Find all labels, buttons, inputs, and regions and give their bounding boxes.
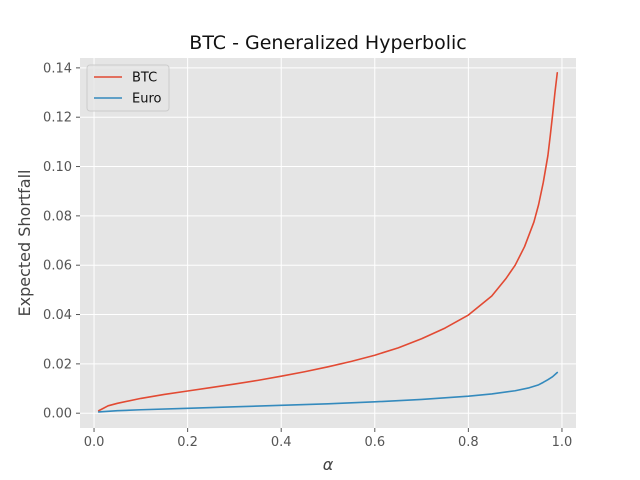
x-tick-label: 0.6 [364, 435, 385, 450]
x-axis-label: α [323, 455, 334, 474]
y-tick-label: 0.08 [43, 209, 72, 224]
y-tick-label: 0.12 [43, 111, 72, 126]
y-tick-label: 0.00 [43, 407, 72, 422]
y-axis-label: Expected Shortfall [15, 170, 34, 317]
y-axis-ticks: 0.00 0.02 0.04 0.06 0.08 0.10 0.12 0.14 [43, 61, 80, 422]
x-tick-label: 0.8 [458, 435, 479, 450]
y-tick-label: 0.10 [43, 160, 72, 175]
series-lines [97, 72, 559, 413]
y-tick-label: 0.04 [43, 308, 72, 323]
x-tick-label: 0.4 [271, 435, 292, 450]
y-tick-label: 0.06 [43, 259, 72, 274]
y-tick-label: 0.14 [43, 61, 72, 76]
plot-background [80, 58, 576, 428]
x-axis-ticks: 0.0 0.2 0.4 0.6 0.8 1.0 [84, 428, 573, 450]
legend-label-euro: Euro [132, 92, 162, 107]
series-line-btc [97, 72, 559, 412]
x-tick-label: 0.0 [84, 435, 105, 450]
legend-label-btc: BTC [132, 71, 157, 86]
legend: BTC Euro [86, 64, 170, 112]
chart-title: BTC - Generalized Hyperbolic [189, 32, 466, 54]
grid-lines [80, 58, 576, 428]
x-tick-label: 0.2 [177, 435, 198, 450]
y-tick-label: 0.02 [43, 357, 72, 372]
series-line-euro [97, 371, 559, 413]
x-tick-label: 1.0 [552, 435, 573, 450]
